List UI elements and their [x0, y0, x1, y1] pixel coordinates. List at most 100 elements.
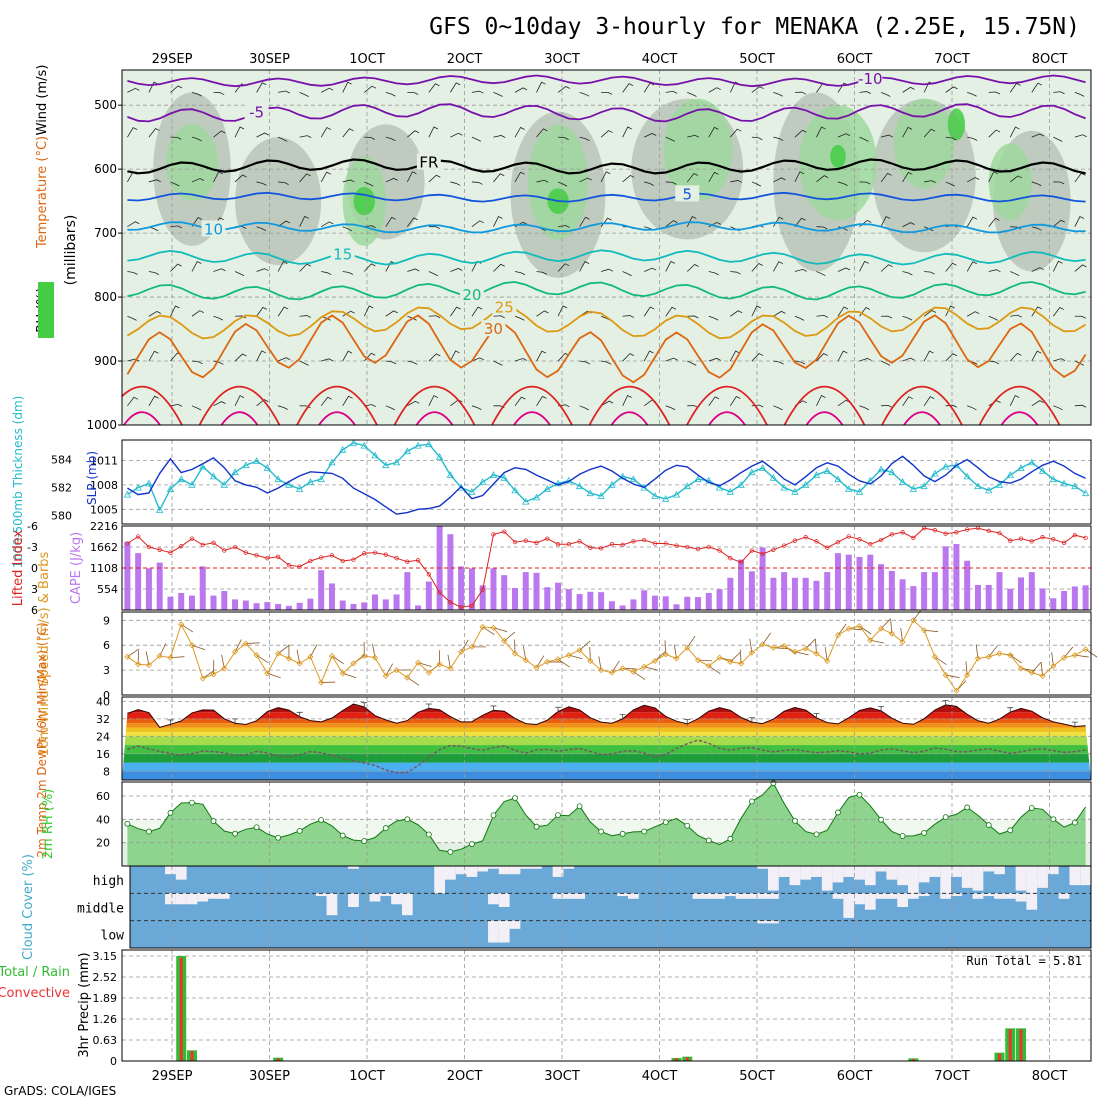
wind-speed-marker [953, 687, 960, 694]
rh-marker [835, 809, 841, 816]
wind-speed-marker [533, 664, 540, 671]
cloud-cover-bar [186, 893, 198, 905]
wind-barb [407, 360, 418, 365]
thickness-marker [1006, 471, 1014, 478]
cloud-cover-bar [897, 893, 908, 907]
wind-barb [385, 663, 394, 677]
temp-band [122, 736, 1091, 746]
temperature-axis-label: Temperature (°C) [35, 136, 50, 249]
wind-barb [536, 81, 546, 93]
rh-area [663, 98, 733, 202]
wind-barb [751, 262, 763, 272]
cloud-cover-bar [811, 866, 822, 877]
wind-barb [837, 133, 851, 138]
wind-speed-marker [490, 624, 497, 631]
wind-barb [299, 92, 309, 97]
wind-barb [127, 315, 137, 321]
wind-barb [363, 85, 377, 93]
wind-barb [665, 357, 678, 362]
wind-speed-marker [264, 670, 271, 677]
thickness-marker [231, 468, 239, 476]
cloud-cover-bar [1026, 866, 1038, 894]
cloud-cover-bar [832, 866, 844, 883]
precip-convective-bar [179, 957, 183, 1061]
wind-speed-marker [996, 650, 1003, 657]
thickness-marker [791, 487, 799, 495]
thickness-marker [1071, 482, 1079, 490]
wind-barb [213, 315, 224, 321]
wind-barb [881, 405, 893, 408]
cape-bar [910, 586, 917, 610]
wind-speed-marker [296, 660, 303, 667]
temp-band [122, 762, 1091, 772]
li-marker [340, 558, 345, 564]
li-marker [566, 542, 571, 547]
wind-barb [708, 665, 721, 675]
cape-bar [328, 583, 335, 610]
cape-bar [1050, 598, 1057, 610]
wind-barb [687, 315, 699, 319]
wind-barb [471, 405, 482, 410]
wind-barb [213, 130, 226, 138]
thickness-marker [651, 492, 659, 499]
cloud-cover-bar [1004, 893, 1016, 899]
wind-barb [202, 669, 215, 679]
wind-barb [837, 181, 848, 186]
cape-bar [275, 603, 282, 610]
rh-marker [1007, 827, 1014, 834]
wind-barb [321, 271, 332, 276]
wind-barb [256, 132, 269, 138]
thickness-marker [263, 464, 272, 471]
thickness-marker [1081, 489, 1090, 497]
cloud-cover-bar [563, 893, 575, 899]
cape-tick: 1662 [90, 541, 118, 554]
contour-label-bg [858, 70, 883, 86]
cloud-cover-bar [951, 893, 962, 897]
temp-contour [318, 411, 356, 425]
date-labels-top: 29SEP 30SEP 1OCT 2OCT 3OCT 4OCT 5OCT 6OCT 7OCT 8O… [152, 52, 1068, 67]
li-marker [771, 547, 776, 552]
wind-barb [880, 134, 894, 138]
temp-tick: 40 [96, 695, 110, 708]
wind-barb [686, 173, 699, 183]
wind-speed-marker [285, 655, 292, 662]
wind-barb [622, 353, 635, 362]
wind-barb [665, 260, 676, 272]
cloud-level-label: low [101, 929, 125, 944]
wind-barb [665, 136, 675, 142]
cape-bar [813, 580, 820, 610]
wind-barb [644, 133, 657, 138]
wind-speed-marker [845, 625, 852, 632]
cloud-cover-bar [488, 866, 499, 869]
thickness-marker [156, 506, 164, 513]
thickness-marker [586, 489, 595, 497]
cloud-cover-bar [208, 893, 219, 899]
wind-barb [536, 350, 547, 362]
li-marker [448, 600, 453, 605]
li-marker [405, 559, 410, 564]
thickness-marker [425, 440, 433, 448]
wind-speed-marker [964, 672, 971, 679]
temp-band [122, 723, 1091, 728]
date-label: 2OCT [447, 52, 483, 67]
contour-label: FR [419, 154, 438, 172]
wind-tick: 9 [103, 614, 110, 627]
wind-barb [643, 306, 655, 317]
li-marker [555, 542, 561, 547]
wind-barb [514, 396, 526, 407]
wind-speed-marker [781, 642, 788, 650]
wind-barb [278, 181, 289, 185]
wind-barb [730, 128, 742, 138]
minmax-marker [813, 712, 820, 720]
li-marker [986, 528, 991, 534]
li-marker [1029, 539, 1034, 544]
cape-axis-label: CAPE (J/kg) [69, 532, 84, 604]
rh-marker [404, 816, 411, 823]
cloud-cover-bar [918, 893, 930, 897]
precip-tick: 3.15 [93, 950, 118, 963]
wind-barb [213, 91, 225, 96]
li-marker [491, 532, 496, 537]
wind-barb [988, 91, 1000, 95]
wind-barb [299, 315, 312, 318]
cape-bar [458, 566, 465, 610]
